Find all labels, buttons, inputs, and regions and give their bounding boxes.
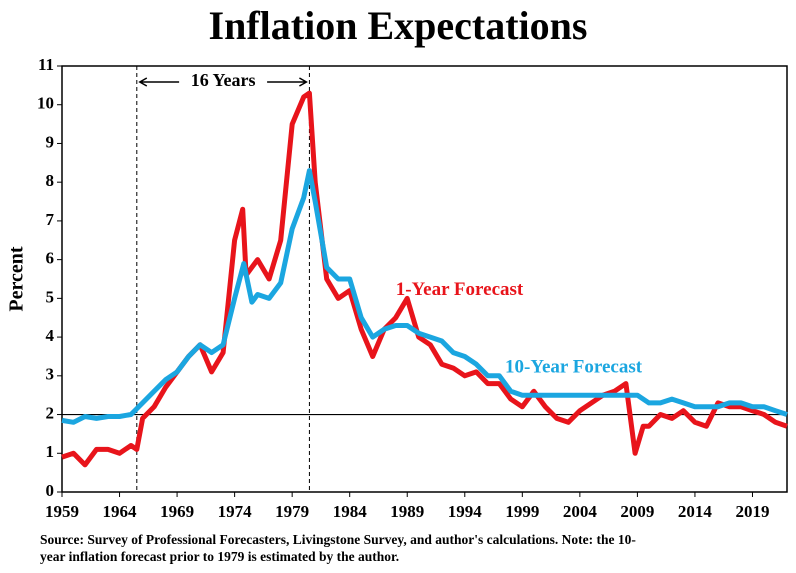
x-tick-label: 1964 bbox=[103, 502, 138, 521]
x-tick-label: 2004 bbox=[563, 502, 598, 521]
y-tick-label: 9 bbox=[46, 132, 55, 151]
y-tick-label: 10 bbox=[37, 94, 54, 113]
y-tick-label: 1 bbox=[46, 442, 55, 461]
y-tick-label: 0 bbox=[46, 481, 55, 500]
x-tick-label: 1979 bbox=[275, 502, 309, 521]
chart-title: Inflation Expectations bbox=[209, 3, 588, 48]
x-tick-label: 1999 bbox=[505, 502, 539, 521]
series-label: 10-Year Forecast bbox=[505, 356, 643, 377]
y-tick-label: 3 bbox=[46, 365, 55, 384]
y-tick-label: 11 bbox=[38, 55, 54, 74]
series-label: 1-Year Forecast bbox=[396, 279, 524, 300]
x-tick-label: 1994 bbox=[448, 502, 483, 521]
span-label: 16 Years bbox=[191, 70, 256, 90]
arrow bbox=[138, 77, 180, 87]
x-tick-label: 2014 bbox=[678, 502, 713, 521]
x-tick-label: 2009 bbox=[620, 502, 654, 521]
x-tick-label: 1989 bbox=[390, 502, 424, 521]
y-axis-label: Percent bbox=[6, 246, 28, 311]
y-tick-label: 5 bbox=[46, 287, 55, 306]
y-tick-label: 6 bbox=[46, 249, 55, 268]
x-tick-label: 1974 bbox=[218, 502, 253, 521]
y-tick-label: 8 bbox=[46, 171, 55, 190]
x-tick-label: 2019 bbox=[735, 502, 769, 521]
series-line bbox=[61, 168, 788, 425]
plot-frame bbox=[61, 65, 788, 493]
source-note: Source: Survey of Professional Forecaste… bbox=[40, 532, 636, 547]
arrow bbox=[267, 77, 308, 87]
x-tick-label: 1969 bbox=[160, 502, 194, 521]
y-tick-label: 2 bbox=[46, 403, 55, 422]
x-tick-label: 1959 bbox=[45, 502, 79, 521]
y-tick-label: 4 bbox=[46, 326, 55, 345]
y-tick-label: 7 bbox=[46, 210, 55, 229]
source-note: year inflation forecast prior to 1979 is… bbox=[40, 549, 399, 564]
x-tick-label: 1984 bbox=[333, 502, 368, 521]
